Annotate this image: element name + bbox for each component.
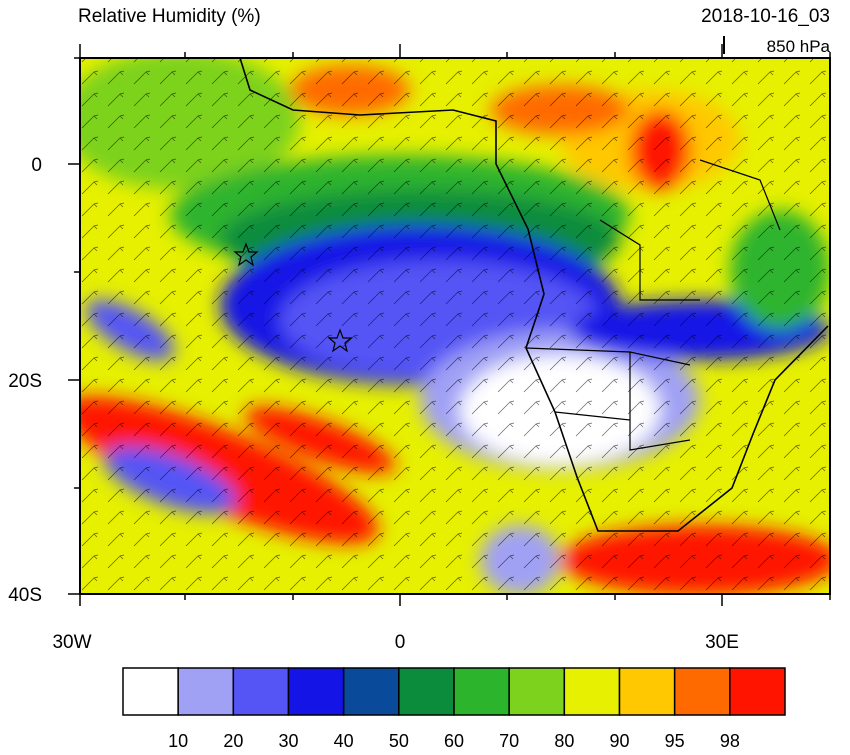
colorbar-label: 95 bbox=[665, 731, 685, 750]
lon-label: 0 bbox=[395, 632, 406, 653]
colorbar-box bbox=[232, 667, 290, 716]
datetime: 2018-10-16_03 bbox=[701, 6, 830, 27]
humidity-field bbox=[80, 58, 830, 594]
colorbar-label: 30 bbox=[278, 731, 298, 750]
colorbar-box bbox=[673, 667, 731, 716]
station-markers bbox=[233, 242, 353, 353]
colorbar: 10 20 30 40 50 60 70 80 90 95 98 bbox=[122, 667, 786, 751]
colorbar-box bbox=[342, 667, 400, 716]
colorbar-label: 10 bbox=[168, 731, 188, 750]
axis-labels: 0 20S 40S 30W 0 30E bbox=[8, 155, 739, 653]
colorbar-label: 98 bbox=[720, 731, 740, 750]
colorbar-label: 80 bbox=[554, 731, 574, 750]
lat-label: 40S bbox=[8, 585, 42, 606]
coastline bbox=[239, 58, 829, 532]
colorbar-box bbox=[618, 667, 676, 716]
map-frame bbox=[79, 57, 831, 595]
colorbar-box bbox=[563, 667, 621, 716]
level: 850 hPa bbox=[767, 37, 831, 56]
colorbar-box bbox=[508, 667, 566, 716]
ticks bbox=[68, 44, 831, 606]
colorbar-label: 50 bbox=[389, 731, 409, 750]
colorbar-box bbox=[287, 667, 345, 716]
lon-label: 30W bbox=[52, 632, 91, 653]
colorbar-box bbox=[453, 667, 510, 716]
colorbar-label: 70 bbox=[499, 731, 519, 750]
lon-label: 30E bbox=[705, 632, 739, 653]
title: Relative Humidity (%) bbox=[78, 6, 261, 27]
colorbar-label: 20 bbox=[223, 731, 243, 750]
colorbar-label: 40 bbox=[334, 731, 354, 750]
colorbar-box bbox=[177, 667, 235, 716]
colorbar-box bbox=[729, 667, 786, 716]
colorbar-label: 90 bbox=[609, 731, 629, 750]
colorbar-label: 60 bbox=[444, 731, 464, 750]
lat-label: 0 bbox=[31, 155, 42, 176]
lat-label: 20S bbox=[8, 371, 42, 392]
colorbar-box bbox=[122, 667, 179, 716]
colorbar-box bbox=[398, 667, 455, 716]
borders bbox=[525, 159, 781, 451]
